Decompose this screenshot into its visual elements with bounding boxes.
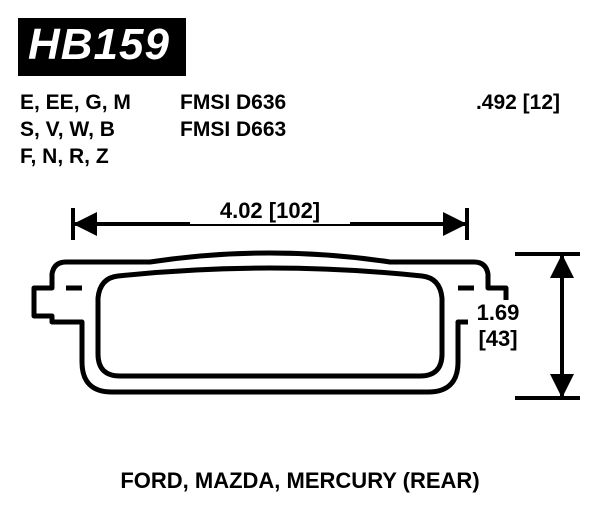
height-value: 1.69 bbox=[468, 300, 528, 326]
specs-row: E, EE, G, M S, V, W, B F, N, R, Z FMSI D… bbox=[20, 90, 580, 171]
part-number-header: HB159 bbox=[18, 18, 186, 76]
height-value-mm: [43] bbox=[468, 326, 528, 352]
thickness-value: .492 [12] bbox=[476, 90, 560, 117]
compounds-line: E, EE, G, M bbox=[20, 90, 180, 117]
compounds-line: F, N, R, Z bbox=[20, 144, 180, 171]
fmsi-column: FMSI D636 FMSI D663 bbox=[180, 90, 380, 171]
arrow-left-icon bbox=[73, 212, 97, 236]
height-dimension: 1.69 [43] bbox=[546, 256, 582, 396]
width-dimension: 4.02 [102] bbox=[75, 208, 465, 242]
compounds-column: E, EE, G, M S, V, W, B F, N, R, Z bbox=[20, 90, 180, 171]
height-dimension-label: 1.69 [43] bbox=[468, 300, 528, 353]
arrow-right-icon bbox=[443, 212, 467, 236]
brake-pad-diagram bbox=[30, 246, 510, 406]
fmsi-line: FMSI D663 bbox=[180, 117, 380, 144]
arrow-down-icon bbox=[550, 374, 574, 398]
thickness-column: .492 [12] bbox=[476, 90, 580, 171]
fmsi-line: FMSI D636 bbox=[180, 90, 380, 117]
width-dimension-label: 4.02 [102] bbox=[190, 198, 350, 224]
compounds-line: S, V, W, B bbox=[20, 117, 180, 144]
arrow-up-icon bbox=[550, 254, 574, 278]
applications-label: FORD, MAZDA, MERCURY (REAR) bbox=[0, 468, 600, 494]
